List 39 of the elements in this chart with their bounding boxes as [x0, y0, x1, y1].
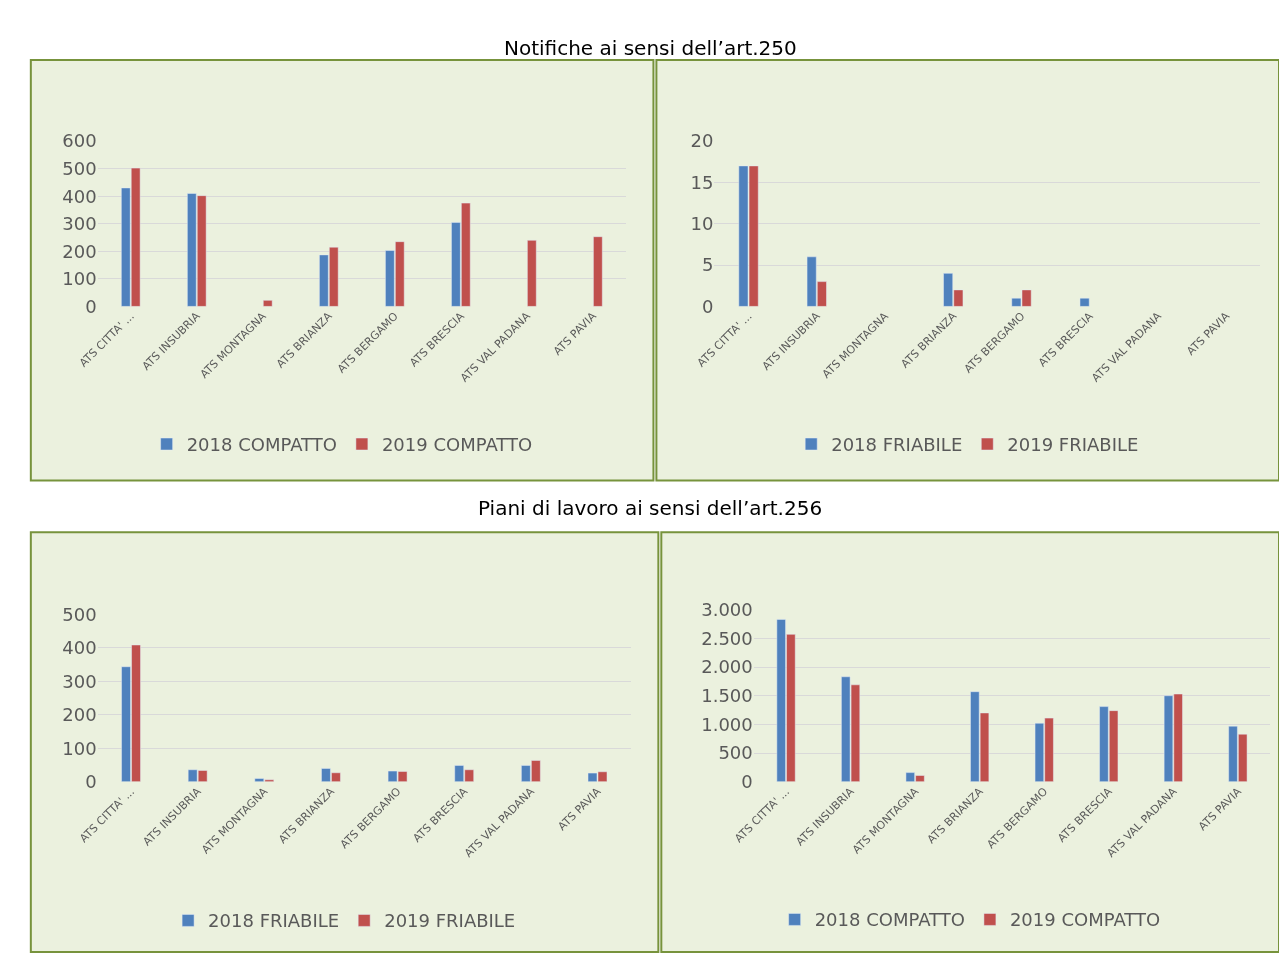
y-tick-label: 3.000: [701, 598, 753, 620]
legend-label: 2019 COMPATTO: [1009, 909, 1161, 931]
y-tick-label: 100: [62, 268, 97, 290]
y-tick-label: 600: [62, 130, 97, 152]
chart-title: Piani di lavoro ai sensi dell’art.256: [478, 496, 823, 520]
bar: [1079, 297, 1090, 307]
legend-label: 2018 FRIABILE: [208, 910, 340, 932]
y-tick-label: 100: [62, 737, 97, 759]
y-tick-label: 200: [62, 240, 97, 262]
legend-label: 2019 FRIABILE: [384, 910, 516, 932]
chart-title: Notifiche ai sensi dell’art.250: [504, 36, 797, 60]
y-tick-label: 500: [62, 157, 97, 179]
y-tick-label: 200: [62, 704, 97, 726]
legend-label: 2018 COMPATTO: [814, 909, 965, 931]
y-tick-label: 20: [690, 130, 714, 152]
y-tick-label: 15: [690, 171, 714, 193]
y-tick-label: 500: [62, 603, 97, 625]
legend-label: 2018 COMPATTO: [186, 434, 337, 456]
y-tick-label: 0: [741, 771, 753, 793]
y-tick-label: 400: [62, 637, 97, 659]
legend-label: 2019 FRIABILE: [1007, 434, 1139, 456]
bar: [263, 300, 273, 307]
legend-label: 2018 FRIABILE: [831, 434, 963, 456]
y-tick-label: 2.500: [701, 627, 753, 649]
y-tick-label: 300: [62, 213, 97, 235]
y-tick-label: 0: [85, 295, 97, 317]
y-tick-label: 1.500: [701, 685, 753, 707]
bar: [593, 236, 603, 307]
y-tick-label: 2.000: [701, 656, 753, 678]
legend-label: 2019 COMPATTO: [381, 434, 533, 456]
y-tick-label: 500: [718, 742, 753, 764]
y-tick-label: 400: [62, 185, 97, 207]
y-tick-label: 5: [701, 254, 714, 276]
y-tick-label: 10: [690, 213, 714, 235]
y-tick-label: 1.000: [701, 713, 753, 735]
y-tick-label: 0: [85, 771, 97, 793]
bar: [527, 240, 537, 307]
y-tick-label: 0: [701, 295, 714, 317]
y-tick-label: 300: [62, 670, 97, 692]
